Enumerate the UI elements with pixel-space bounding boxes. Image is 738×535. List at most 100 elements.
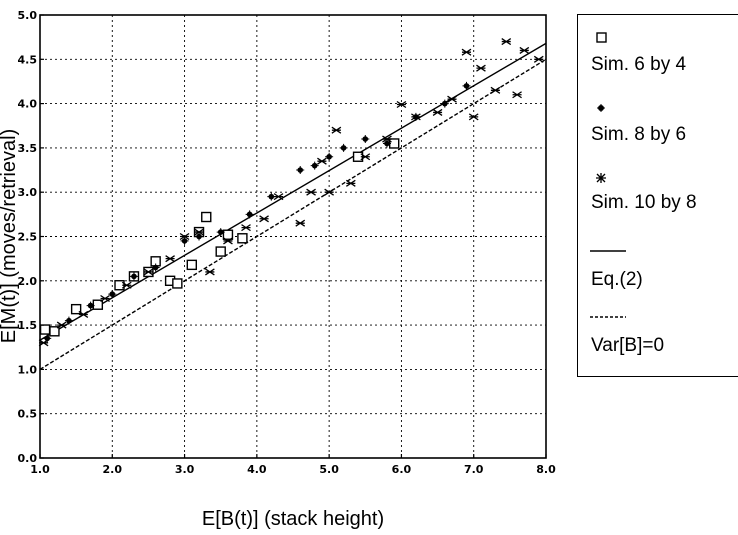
series-line-3 — [39, 42, 547, 341]
point-s2-17 — [324, 188, 335, 196]
point-s0-9 — [172, 278, 183, 289]
fit-lines — [39, 42, 547, 370]
point-s0-3 — [92, 299, 104, 310]
point-s1-9 — [245, 210, 254, 219]
legend-dot-marker — [597, 104, 605, 112]
point-dot-cross — [180, 236, 189, 245]
point-s2-2 — [78, 310, 89, 319]
x-tick-label-3: 4.0 — [247, 463, 267, 476]
point-s1-1 — [64, 316, 73, 325]
point-s2-29 — [490, 86, 501, 94]
point-s1-8 — [216, 228, 225, 237]
point-dot-cross — [361, 135, 370, 144]
y-tick-label-4: 2.0 — [18, 275, 38, 288]
point-dot-cross — [245, 210, 254, 219]
point-s2-7 — [179, 232, 190, 241]
point-s2-8 — [194, 228, 204, 236]
legend-solid-line — [590, 250, 626, 252]
y-tick-label-5: 2.5 — [18, 231, 38, 244]
point-s2-18 — [331, 126, 342, 134]
point-s0-17 — [389, 138, 400, 149]
point-s2-21 — [382, 135, 392, 143]
point-s2-22 — [396, 100, 407, 109]
point-dot-cross — [339, 143, 348, 152]
y-tick-label-1: 0.5 — [18, 408, 38, 421]
x-tick-label-2: 3.0 — [175, 463, 195, 476]
point-dot-cross — [310, 161, 319, 170]
x-tick-label-0: 1.0 — [30, 463, 50, 476]
point-dot-cross — [462, 81, 471, 90]
point-s2-26 — [461, 48, 472, 56]
point-s2-32 — [519, 46, 530, 54]
point-dot-cross — [151, 263, 160, 272]
point-s1-18 — [440, 99, 449, 108]
legend-label-sim-10-by-8: Sim. 10 by 8 — [591, 192, 697, 213]
x-tick-label-7: 8.0 — [536, 463, 556, 476]
y-tick-label-9: 4.5 — [18, 53, 38, 66]
y-tick-label-6: 3.0 — [18, 186, 38, 199]
point-s0-1 — [49, 326, 60, 337]
y-tick-label-10: 5.0 — [18, 9, 38, 22]
legend-dashed-line — [590, 316, 626, 318]
point-s1-10 — [267, 192, 276, 201]
legend-label-sim-6-by-4: Sim. 6 by 4 — [591, 54, 687, 75]
y-tick-label-7: 3.5 — [18, 142, 38, 155]
point-dot-cross — [325, 152, 334, 161]
point-s2-6 — [165, 255, 175, 263]
point-s1-19 — [462, 81, 471, 90]
point-s1-14 — [339, 143, 348, 152]
point-s2-5 — [143, 268, 154, 276]
series-line-4 — [39, 58, 547, 370]
point-dot-cross — [382, 139, 391, 148]
y-axis-title: E[M(t)] (moves/retrieval) — [0, 129, 20, 343]
point-s2-13 — [273, 193, 284, 201]
point-s0-13 — [215, 246, 226, 257]
point-s0-15 — [237, 233, 248, 244]
point-s0-2 — [70, 303, 82, 315]
point-s1-11 — [296, 166, 305, 175]
point-dot-cross — [108, 290, 117, 299]
point-s2-4 — [121, 281, 132, 289]
data-points — [38, 38, 544, 347]
point-dot-cross — [296, 166, 305, 175]
y-tick-labels: 0.0 0.5 1.0 1.5 2.0 2.5 3.0 3.5 4.0 4.5 5.0 — [18, 9, 44, 465]
point-s1-6 — [180, 236, 189, 245]
point-s2-10 — [223, 237, 233, 245]
point-s1-5 — [151, 263, 160, 272]
point-dot-cross — [195, 232, 204, 241]
y-tick-label-2: 1.0 — [18, 363, 38, 376]
point-dot-cross — [129, 272, 138, 281]
y-tick-label-8: 4.0 — [18, 98, 38, 111]
point-s1-2 — [86, 301, 95, 310]
point-dot-cross — [86, 301, 95, 310]
point-s1-12 — [310, 161, 319, 170]
x-axis-title: E[B(t)] (stack height) — [202, 508, 384, 530]
y-tick-label-0: 0.0 — [18, 452, 38, 465]
point-s2-31 — [512, 91, 522, 99]
point-s2-28 — [476, 64, 486, 72]
legend-asterisk-marker — [596, 173, 606, 183]
point-s2-33 — [533, 55, 544, 63]
point-s2-12 — [259, 215, 269, 223]
point-s2-14 — [295, 219, 306, 227]
point-s1-4 — [129, 272, 138, 281]
x-tick-label-4: 5.0 — [319, 463, 339, 476]
point-s0-12 — [201, 211, 212, 223]
x-tick-label-6: 7.0 — [464, 463, 484, 476]
point-s1-16 — [382, 139, 391, 148]
point-dot-cross — [216, 228, 225, 237]
chart: 1.0 2.0 3.0 4.0 5.0 6.0 7.0 8.0 0.0 0.5 1.0 1.5 2.0… — [0, 9, 556, 530]
point-s0-14 — [222, 229, 234, 240]
x-tick-label-1: 2.0 — [103, 463, 123, 476]
x-tick-labels: 1.0 2.0 3.0 4.0 5.0 6.0 7.0 8.0 — [30, 454, 556, 476]
legend-label-eq2: Eq.(2) — [591, 269, 643, 290]
point-s2-30 — [501, 38, 512, 46]
point-s2-25 — [447, 95, 457, 103]
point-s2-20 — [360, 153, 371, 161]
point-s1-13 — [325, 152, 334, 161]
point-dot-cross — [440, 99, 449, 108]
legend-label-sim-8-by-6: Sim. 8 by 6 — [591, 124, 687, 145]
point-s2-24 — [432, 108, 443, 117]
point-s2-11 — [241, 224, 251, 232]
point-s2-16 — [317, 157, 327, 165]
